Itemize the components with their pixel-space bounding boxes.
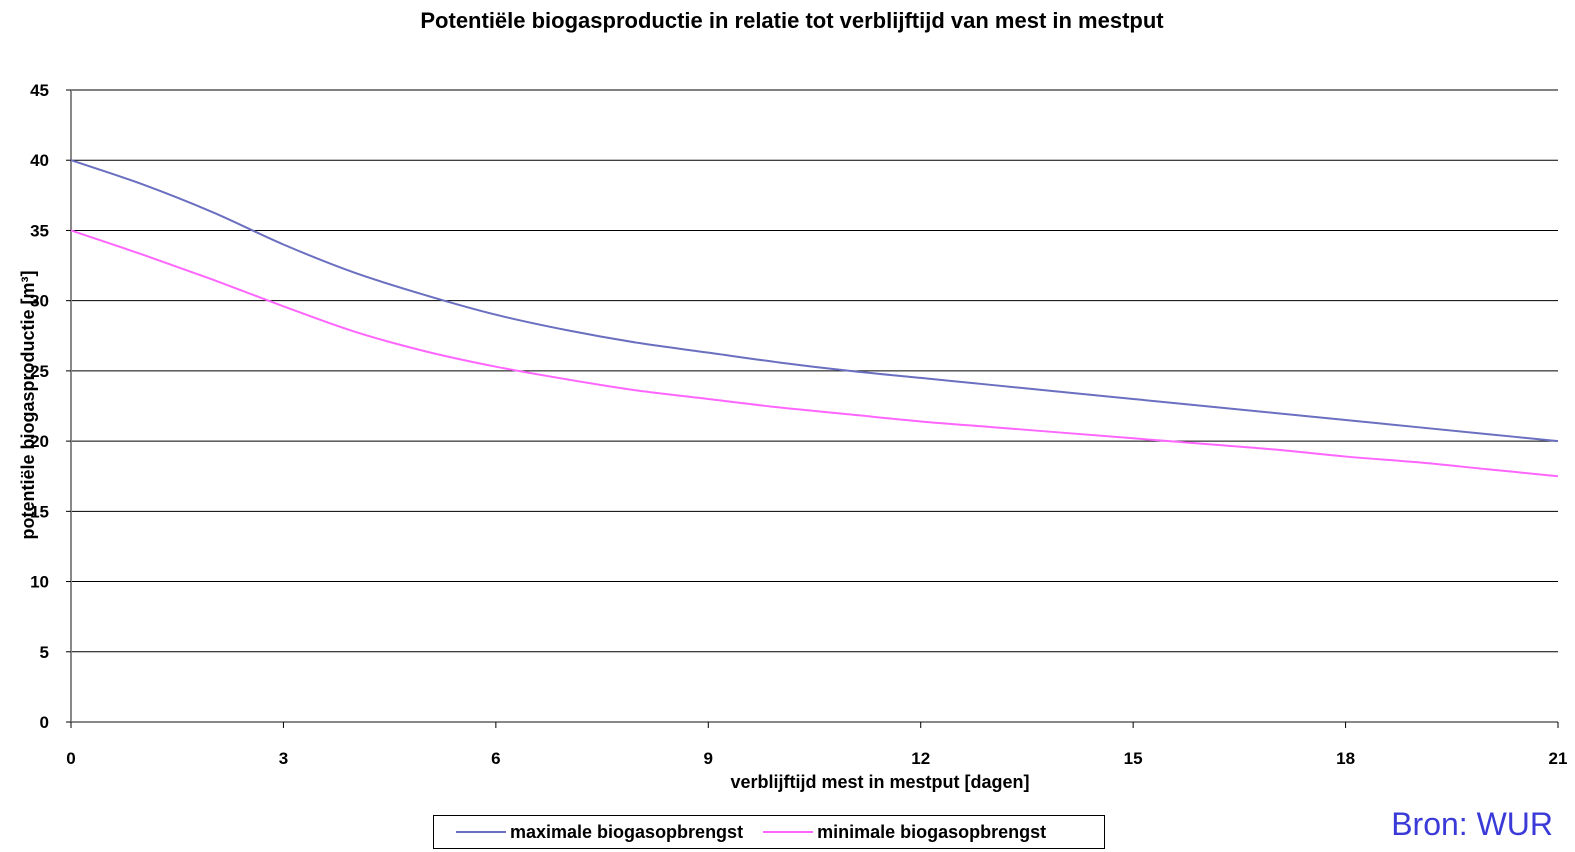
legend-item-max: maximale biogasopbrengst — [456, 822, 743, 843]
x-tick-label: 12 — [911, 749, 930, 768]
legend-item-min: minimale biogasopbrengst — [763, 822, 1046, 843]
chart-title: Potentiële biogasproductie in relatie to… — [420, 8, 1164, 33]
series-line-max — [70, 159, 1559, 443]
axes — [70, 90, 1558, 723]
y-tick-label: 0 — [40, 713, 49, 732]
x-tick-label: 6 — [491, 749, 500, 768]
y-tick-label: 30 — [30, 292, 49, 311]
legend-swatch-max — [456, 831, 506, 833]
legend-label-min: minimale biogasopbrengst — [817, 821, 1047, 842]
y-tick-label: 40 — [30, 151, 49, 170]
source-credit: Bron: WUR — [1391, 806, 1553, 842]
x-axis-ticks: 0 3 6 9 12 15 18 21 — [66, 722, 1567, 768]
y-tick-label: 25 — [30, 362, 49, 381]
gridlines — [71, 89, 1558, 653]
y-axis-ticks: 0 5 10 15 20 25 30 35 40 45 — [30, 81, 71, 732]
series-line-min — [70, 229, 1559, 478]
x-tick-label: 18 — [1336, 749, 1355, 768]
legend-label-max: maximale biogasopbrengst — [510, 821, 744, 842]
x-tick-label: 21 — [1549, 749, 1568, 768]
y-tick-label: 35 — [30, 221, 49, 240]
y-tick-label: 10 — [30, 573, 49, 592]
x-axis-label: verblijftijd mest in mestput [dagen] — [730, 772, 1029, 792]
x-tick-label: 3 — [279, 749, 288, 768]
y-tick-label: 5 — [40, 643, 49, 662]
legend-swatch-min — [763, 831, 814, 833]
y-axis-label: potentiële biogasproductie [m³] — [18, 270, 38, 539]
x-tick-label: 0 — [66, 749, 75, 768]
y-tick-label: 15 — [30, 502, 49, 521]
legend: maximale biogasopbrengst minimale biogas… — [433, 815, 1105, 849]
series-lines — [70, 159, 1559, 478]
y-tick-label: 20 — [30, 432, 49, 451]
x-tick-label: 9 — [704, 749, 713, 768]
x-tick-label: 15 — [1124, 749, 1143, 768]
y-tick-label: 45 — [30, 81, 49, 100]
